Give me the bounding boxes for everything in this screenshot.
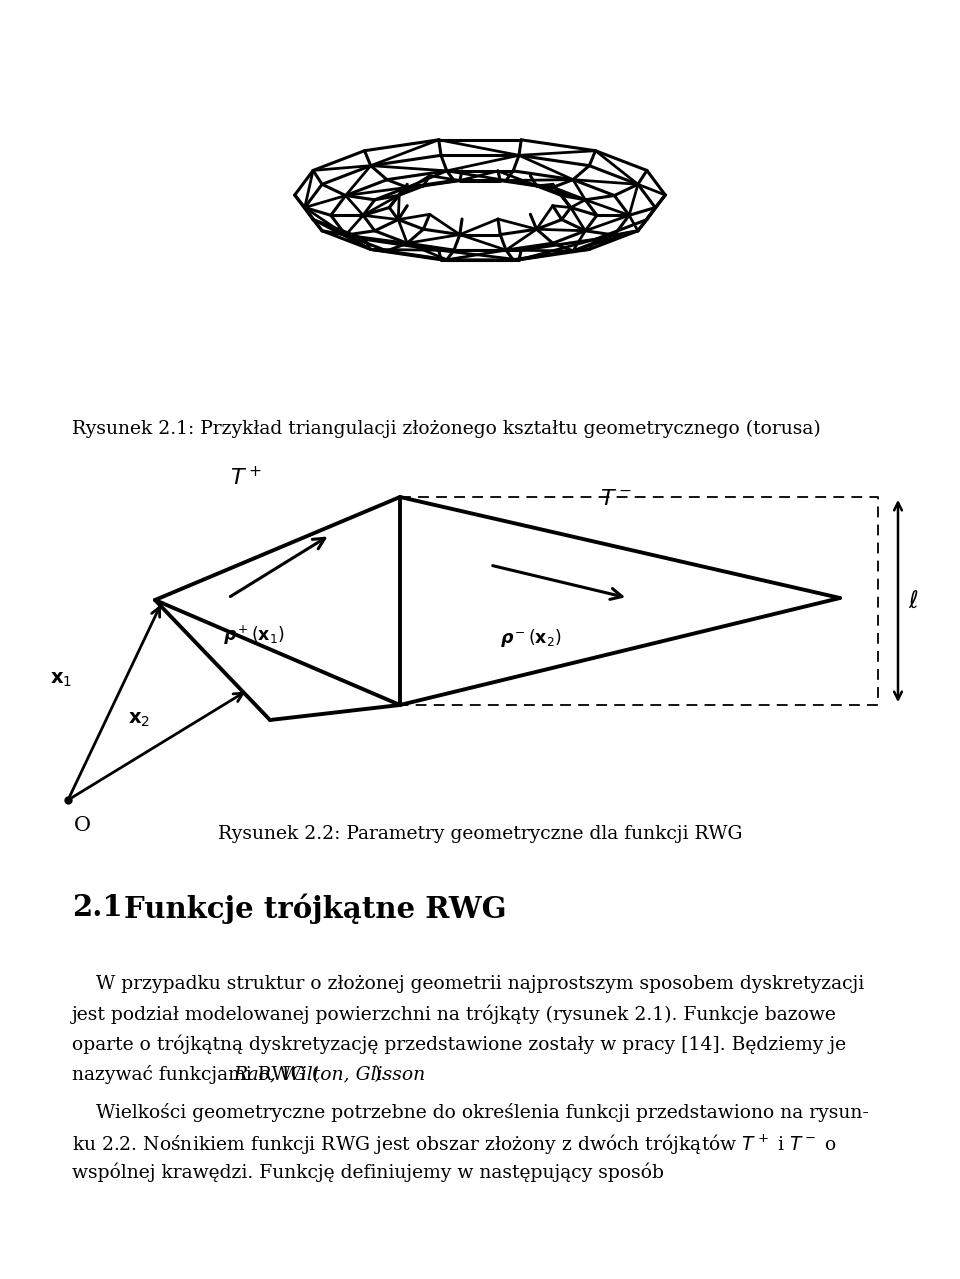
Text: $\mathbf{x}_2$: $\mathbf{x}_2$ [128,711,150,729]
Text: Funkcje trójkątne RWG: Funkcje trójkątne RWG [124,893,507,923]
Text: O: O [74,816,91,835]
Text: $\boldsymbol{\rho}^-(\mathbf{x}_2)$: $\boldsymbol{\rho}^-(\mathbf{x}_2)$ [500,627,562,648]
Text: $\boldsymbol{\rho}^+(\mathbf{x}_1)$: $\boldsymbol{\rho}^+(\mathbf{x}_1)$ [223,623,285,647]
Text: Rao, Wilton, Glisson: Rao, Wilton, Glisson [233,1065,425,1083]
Text: ku 2.2. Nośnikiem funkcji RWG jest obszar złożony z dwóch trójkątów $T^+$ i $T^-: ku 2.2. Nośnikiem funkcji RWG jest obsza… [72,1133,837,1157]
Text: $T^-$: $T^-$ [600,489,632,510]
Text: 2.1: 2.1 [72,893,123,922]
Text: nazywać funkcjami RWG (: nazywać funkcjami RWG ( [72,1065,319,1085]
Text: Rysunek 2.2: Parametry geometryczne dla funkcji RWG: Rysunek 2.2: Parametry geometryczne dla … [218,825,742,843]
Text: $T^+$: $T^+$ [230,467,261,490]
Text: jest podział modelowanej powierzchni na trójkąty (rysunek 2.1). Funkcje bazowe: jest podział modelowanej powierzchni na … [72,1005,837,1024]
Text: W przypadku struktur o złożonej geometrii najprostszym sposobem dyskretyzacji: W przypadku struktur o złożonej geometri… [72,975,864,993]
Text: wspólnej krawędzi. Funkcję definiujemy w następujący sposób: wspólnej krawędzi. Funkcję definiujemy w… [72,1163,664,1183]
Text: Rysunek 2.1: Przykład triangulacji złożonego kształtu geometrycznego (torusa): Rysunek 2.1: Przykład triangulacji złożo… [72,420,821,439]
Text: $\ell$: $\ell$ [908,590,919,613]
Text: $\mathbf{x}_1$: $\mathbf{x}_1$ [50,671,72,689]
Text: oparte o trójkątną dyskretyzację przedstawione zostały w pracy [14]. Będziemy je: oparte o trójkątną dyskretyzację przedst… [72,1035,846,1054]
Text: ).: ). [373,1065,387,1083]
Text: Wielkości geometryczne potrzebne do określenia funkcji przedstawiono na rysun-: Wielkości geometryczne potrzebne do okre… [72,1102,869,1122]
